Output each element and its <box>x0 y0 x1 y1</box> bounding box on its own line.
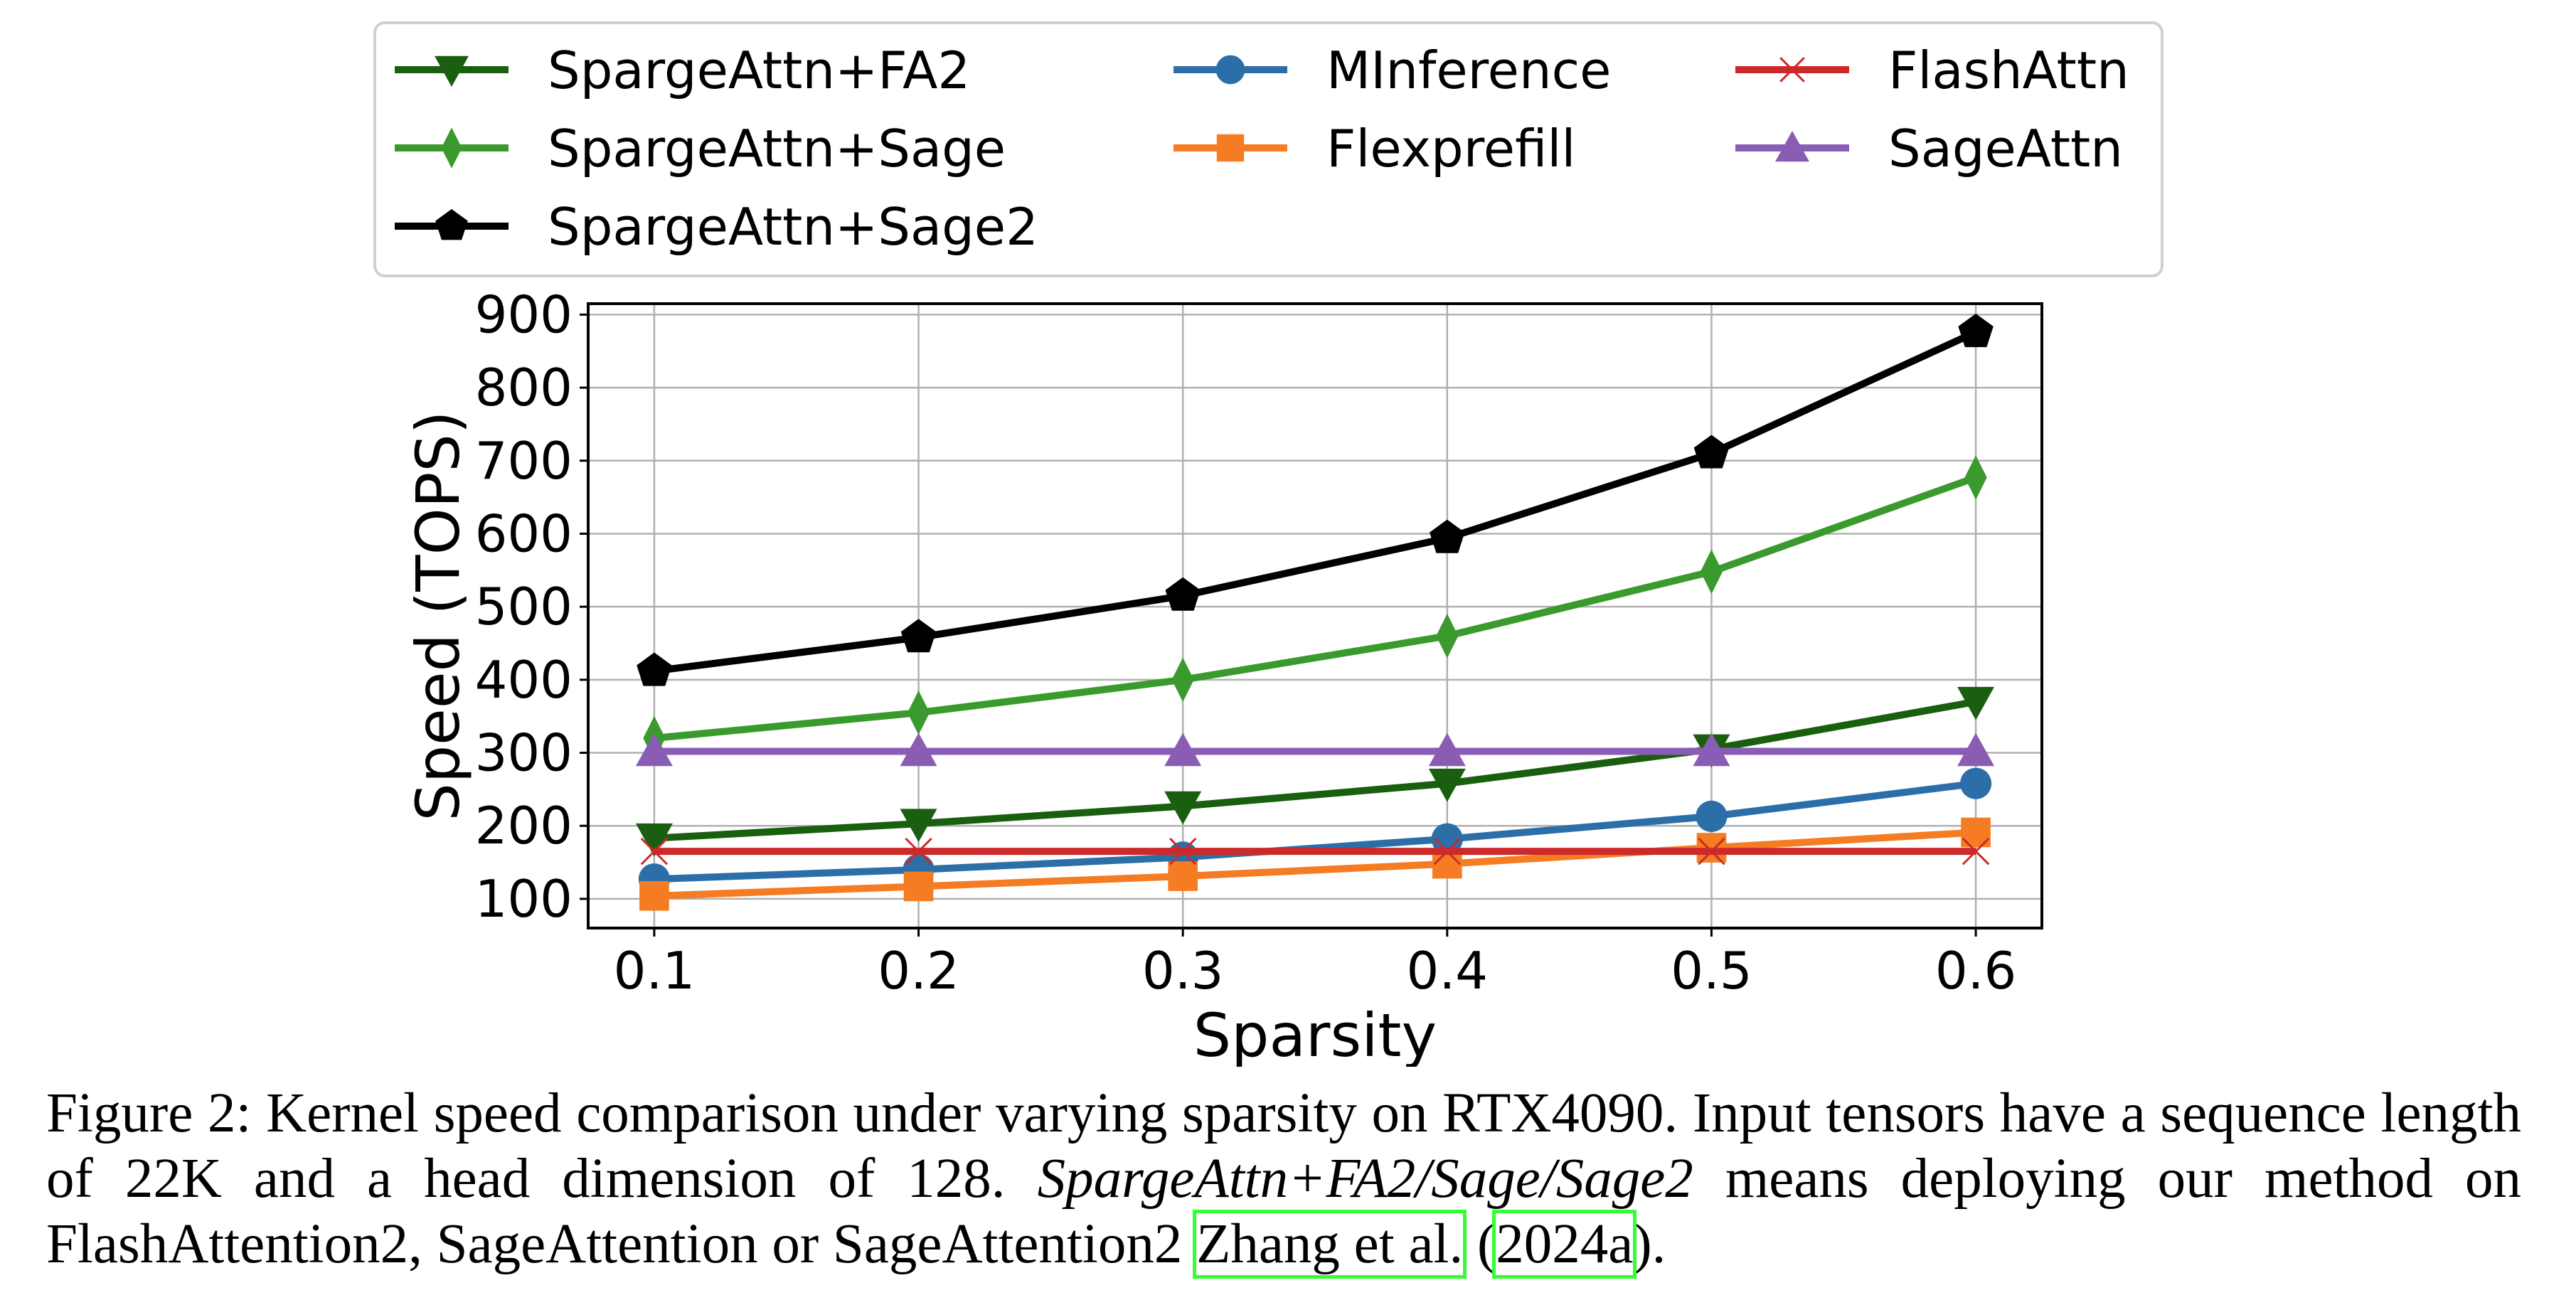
data-point <box>1693 435 1730 469</box>
legend-label: SageAttn <box>1888 119 2123 179</box>
legend-marker <box>1775 131 1809 162</box>
y-tick-label: 900 <box>475 284 573 344</box>
legend-item: Flexprefill <box>1173 119 1575 179</box>
citation-author-link[interactable]: Zhang et al. <box>1193 1210 1467 1279</box>
data-point <box>637 652 672 686</box>
y-tick-label: 300 <box>475 723 573 783</box>
x-tick-label: 0.2 <box>878 941 959 1001</box>
y-tick-label: 200 <box>475 796 573 856</box>
series-line <box>654 329 1978 675</box>
series-flashattn <box>640 837 1990 865</box>
x-tick-label: 0.3 <box>1142 941 1224 1001</box>
data-point <box>905 837 932 865</box>
legend-item: SpargeAttn+FA2 <box>395 41 970 100</box>
data-point <box>1700 549 1723 595</box>
series-flexprefill <box>639 817 1991 911</box>
caption-paren: ( <box>1463 1213 1496 1275</box>
data-point <box>1964 455 1987 500</box>
x-tick-label: 0.6 <box>1935 941 2017 1001</box>
line-chart: 0.1 0.2 0.3 0.4 0.5 0.6 100 200 300 400 500 600 700 8… <box>373 21 2163 1067</box>
data-point <box>1436 614 1459 659</box>
legend-item: SpargeAttn+Sage2 <box>395 197 1038 257</box>
data-point <box>903 871 934 902</box>
legend-label: SpargeAttn+FA2 <box>548 41 970 100</box>
legend-marker <box>1779 57 1805 82</box>
data-point <box>907 690 930 735</box>
y-tick-label: 400 <box>475 650 573 710</box>
caption-text-2: means deploying our method on FlashAtten… <box>46 1148 2521 1275</box>
data-point <box>1164 791 1202 825</box>
x-tick-label: 0.5 <box>1671 941 1752 1001</box>
data-point <box>635 823 673 857</box>
legend-label: FlashAttn <box>1888 41 2129 100</box>
series-line <box>654 698 1976 842</box>
data-point <box>1165 577 1201 611</box>
data-point <box>1433 837 1462 865</box>
data-point <box>1428 768 1466 802</box>
y-tick-label: 600 <box>475 504 573 563</box>
caption-text: Figure 2: Kernel speed comparison under … <box>46 1082 2521 1210</box>
series-spargeattn-sage2 <box>637 314 1994 686</box>
y-axis-label: Speed (TOPS) <box>403 411 473 821</box>
data-point <box>1696 800 1728 832</box>
data-point <box>900 732 937 767</box>
data-point <box>1693 732 1730 767</box>
data-point <box>1959 767 1992 799</box>
data-point <box>1164 732 1202 767</box>
data-point <box>1698 837 1725 865</box>
data-point <box>900 809 937 843</box>
data-point <box>1957 732 1995 767</box>
legend-item: FlashAttn <box>1735 41 2129 100</box>
data-point <box>1431 823 1463 855</box>
legend-label: Flexprefill <box>1326 119 1575 179</box>
data-point <box>1962 837 1990 865</box>
legend-item: SageAttn <box>1735 119 2123 179</box>
series-spargeattn-sage <box>643 455 1987 761</box>
caption-close: ). <box>1633 1213 1666 1275</box>
data-point <box>1958 314 1994 348</box>
legend-marker <box>435 209 468 240</box>
x-tick-label: 0.4 <box>1407 941 1489 1001</box>
data-point <box>900 619 937 653</box>
data-point <box>1168 861 1198 891</box>
data-point <box>639 881 669 911</box>
legend-marker <box>435 55 469 87</box>
figure-caption: Figure 2: Kernel speed comparison under … <box>46 1081 2521 1279</box>
data-point <box>1171 657 1194 703</box>
y-tick-label: 500 <box>475 577 573 636</box>
legend-item: SpargeAttn+Sage <box>395 119 1006 179</box>
data-point <box>1430 519 1465 553</box>
data-point <box>640 837 669 865</box>
data-point <box>1957 686 1995 720</box>
citation-year-link[interactable]: 2024a <box>1492 1210 1637 1279</box>
x-tick-label: 0.1 <box>614 941 696 1001</box>
series-sageattn <box>635 732 1995 767</box>
data-point <box>1169 837 1197 865</box>
plot-frame <box>587 302 2043 929</box>
data-point <box>635 732 673 767</box>
y-tick-label: 800 <box>475 358 573 417</box>
series-line <box>654 474 1977 742</box>
caption-italic: SpargeAttn+FA2/Sage/Sage2 <box>1037 1148 1693 1210</box>
x-axis-label: Sparsity <box>1193 1001 1437 1067</box>
series-spargeattn-fa2 <box>635 686 1995 857</box>
legend-label: SpargeAttn+Sage <box>548 119 1006 179</box>
y-tick-label: 100 <box>475 869 573 929</box>
legend-marker <box>441 127 462 169</box>
series-line <box>654 829 1976 900</box>
legend-marker <box>1216 134 1245 162</box>
data-point <box>1696 833 1727 863</box>
y-tick-label: 700 <box>475 431 573 491</box>
legend-label: MInference <box>1326 41 1611 100</box>
legend: SpargeAttn+FA2 SpargeAttn+Sage SpargeAttn+… <box>373 21 2163 277</box>
data-point <box>1428 732 1466 767</box>
legend-item: MInference <box>1173 41 1611 100</box>
data-point <box>1961 817 1991 848</box>
legend-label: SpargeAttn+Sage2 <box>548 197 1038 257</box>
legend-marker <box>1215 55 1245 85</box>
